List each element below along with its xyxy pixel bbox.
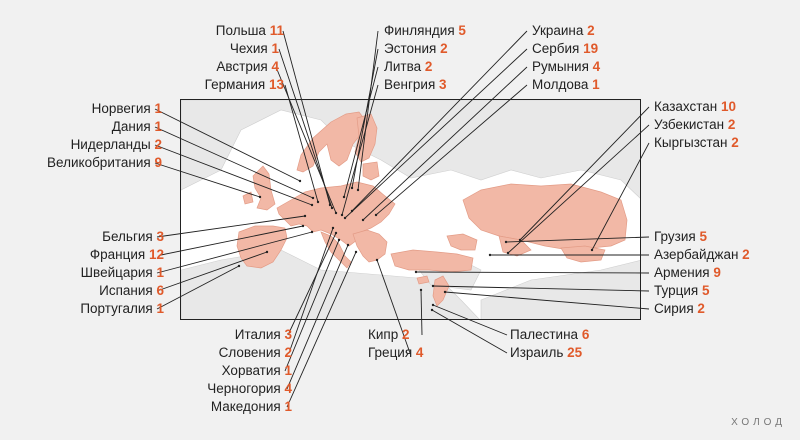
label-switzerland: Швейцария 1 xyxy=(80,265,164,280)
label-hungary: Венгрия 3 xyxy=(384,77,447,92)
label-cyprus: Кипр 2 xyxy=(368,327,410,342)
label-uk: Великобритания 9 xyxy=(47,155,162,170)
label-spain: Испания 6 xyxy=(99,283,164,298)
label-france: Франция 12 xyxy=(89,247,164,262)
label-kazakhstan: Казахстан 10 xyxy=(654,99,737,114)
label-macedonia: Македония 1 xyxy=(210,399,292,414)
label-poland: Польша 11 xyxy=(215,23,284,38)
label-austria: Австрия 4 xyxy=(216,59,279,74)
label-moldova: Молдова 1 xyxy=(532,77,600,92)
label-netherlands: Нидерланды 2 xyxy=(70,137,162,152)
label-belgium: Бельгия 3 xyxy=(102,229,164,244)
label-denmark: Дания 1 xyxy=(111,119,162,134)
map-shapes xyxy=(181,100,640,319)
map-frame xyxy=(180,99,641,320)
label-israel: Израиль 25 xyxy=(510,345,583,360)
label-ukraine: Украина 2 xyxy=(532,23,595,38)
label-armenia: Армения 9 xyxy=(654,265,721,280)
label-lithuania: Литва 2 xyxy=(384,59,433,74)
label-georgia: Грузия 5 xyxy=(654,229,707,244)
label-italy: Италия 3 xyxy=(234,327,292,342)
label-portugal: Португалия 1 xyxy=(80,301,164,316)
label-germany: Германия 13 xyxy=(204,77,284,92)
label-uzbekistan: Узбекистан 2 xyxy=(654,117,736,132)
label-syria: Сирия 2 xyxy=(654,301,705,316)
label-montenegro: Черногория 4 xyxy=(207,381,292,396)
label-estonia: Эстония 2 xyxy=(384,41,448,56)
label-palestine: Палестина 6 xyxy=(510,327,590,342)
label-greece: Греция 4 xyxy=(368,345,424,360)
label-kyrgyzstan: Кыргызстан 2 xyxy=(654,135,739,150)
label-slovenia: Словения 2 xyxy=(218,345,292,360)
label-czechia: Чехия 1 xyxy=(229,41,279,56)
label-finland: Финляндия 5 xyxy=(384,23,466,38)
label-turkey: Турция 5 xyxy=(654,283,710,298)
brand-logo: ХОЛОД xyxy=(731,417,786,428)
label-azerbaijan: Азербайджан 2 xyxy=(654,247,750,262)
label-serbia: Сербия 19 xyxy=(532,41,599,56)
label-romania: Румыния 4 xyxy=(532,59,601,74)
label-croatia: Хорватия 1 xyxy=(221,363,292,378)
label-norway: Норвегия 1 xyxy=(91,101,162,116)
